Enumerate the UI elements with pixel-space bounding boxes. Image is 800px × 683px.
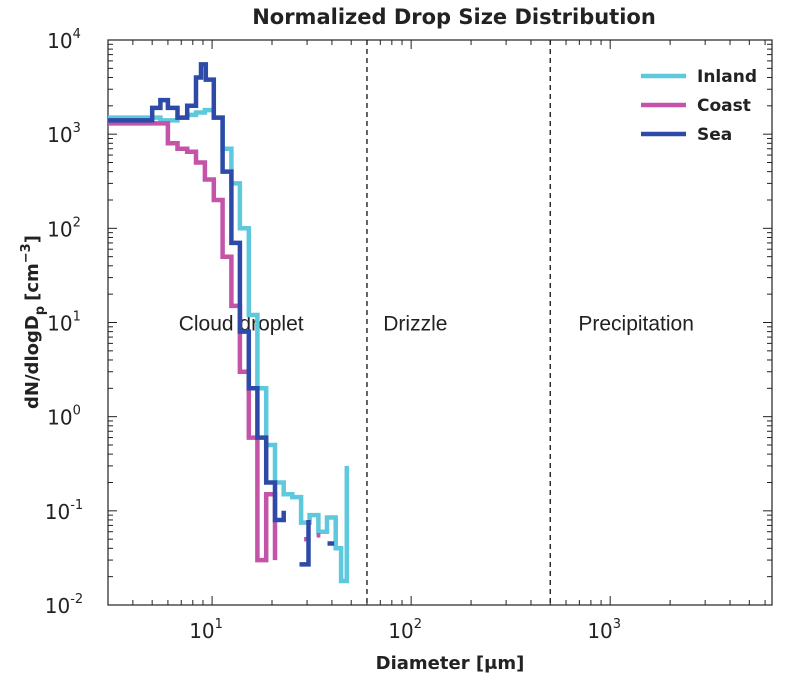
y-axis-label: dN/dlogDp[cm−3] bbox=[19, 235, 48, 409]
y-tick-label-3: 101 bbox=[47, 310, 81, 336]
x-tick-label-2: 103 bbox=[587, 617, 621, 643]
series-lines bbox=[108, 62, 350, 584]
legend-label-sea: Sea bbox=[697, 125, 732, 145]
x-axis-label: Diameter [μm] bbox=[376, 653, 525, 674]
y-tick-label-6: 104 bbox=[47, 27, 81, 53]
series-fragments bbox=[299, 520, 335, 567]
fragment-sea-2 bbox=[299, 520, 311, 567]
x-tick-label-0: 101 bbox=[189, 617, 223, 643]
x-tick-label-1: 102 bbox=[388, 617, 422, 643]
y-tick-label-5: 103 bbox=[47, 121, 81, 147]
series-line-coast bbox=[108, 121, 278, 563]
legend: Inland Coast Sea bbox=[641, 67, 757, 145]
region-boundaries bbox=[366, 40, 551, 605]
legend-label-inland: Inland bbox=[697, 67, 757, 87]
y-axis-ticks: 10-2 10-1 100 101 102 103 104 bbox=[45, 27, 772, 618]
y-tick-label-4: 102 bbox=[47, 215, 81, 241]
y-tick-label-0: 10-2 bbox=[45, 592, 83, 618]
series-line-sea bbox=[108, 62, 286, 523]
region-label-1: Drizzle bbox=[383, 313, 447, 336]
y-tick-label-2: 100 bbox=[47, 404, 81, 430]
y-tick-label-1: 10-1 bbox=[45, 498, 83, 524]
legend-label-coast: Coast bbox=[697, 96, 751, 116]
x-axis-ticks: 101 102 103 bbox=[107, 40, 766, 643]
region-label-2: Precipitation bbox=[578, 313, 694, 336]
chart-title: Normalized Drop Size Distribution bbox=[252, 5, 656, 29]
